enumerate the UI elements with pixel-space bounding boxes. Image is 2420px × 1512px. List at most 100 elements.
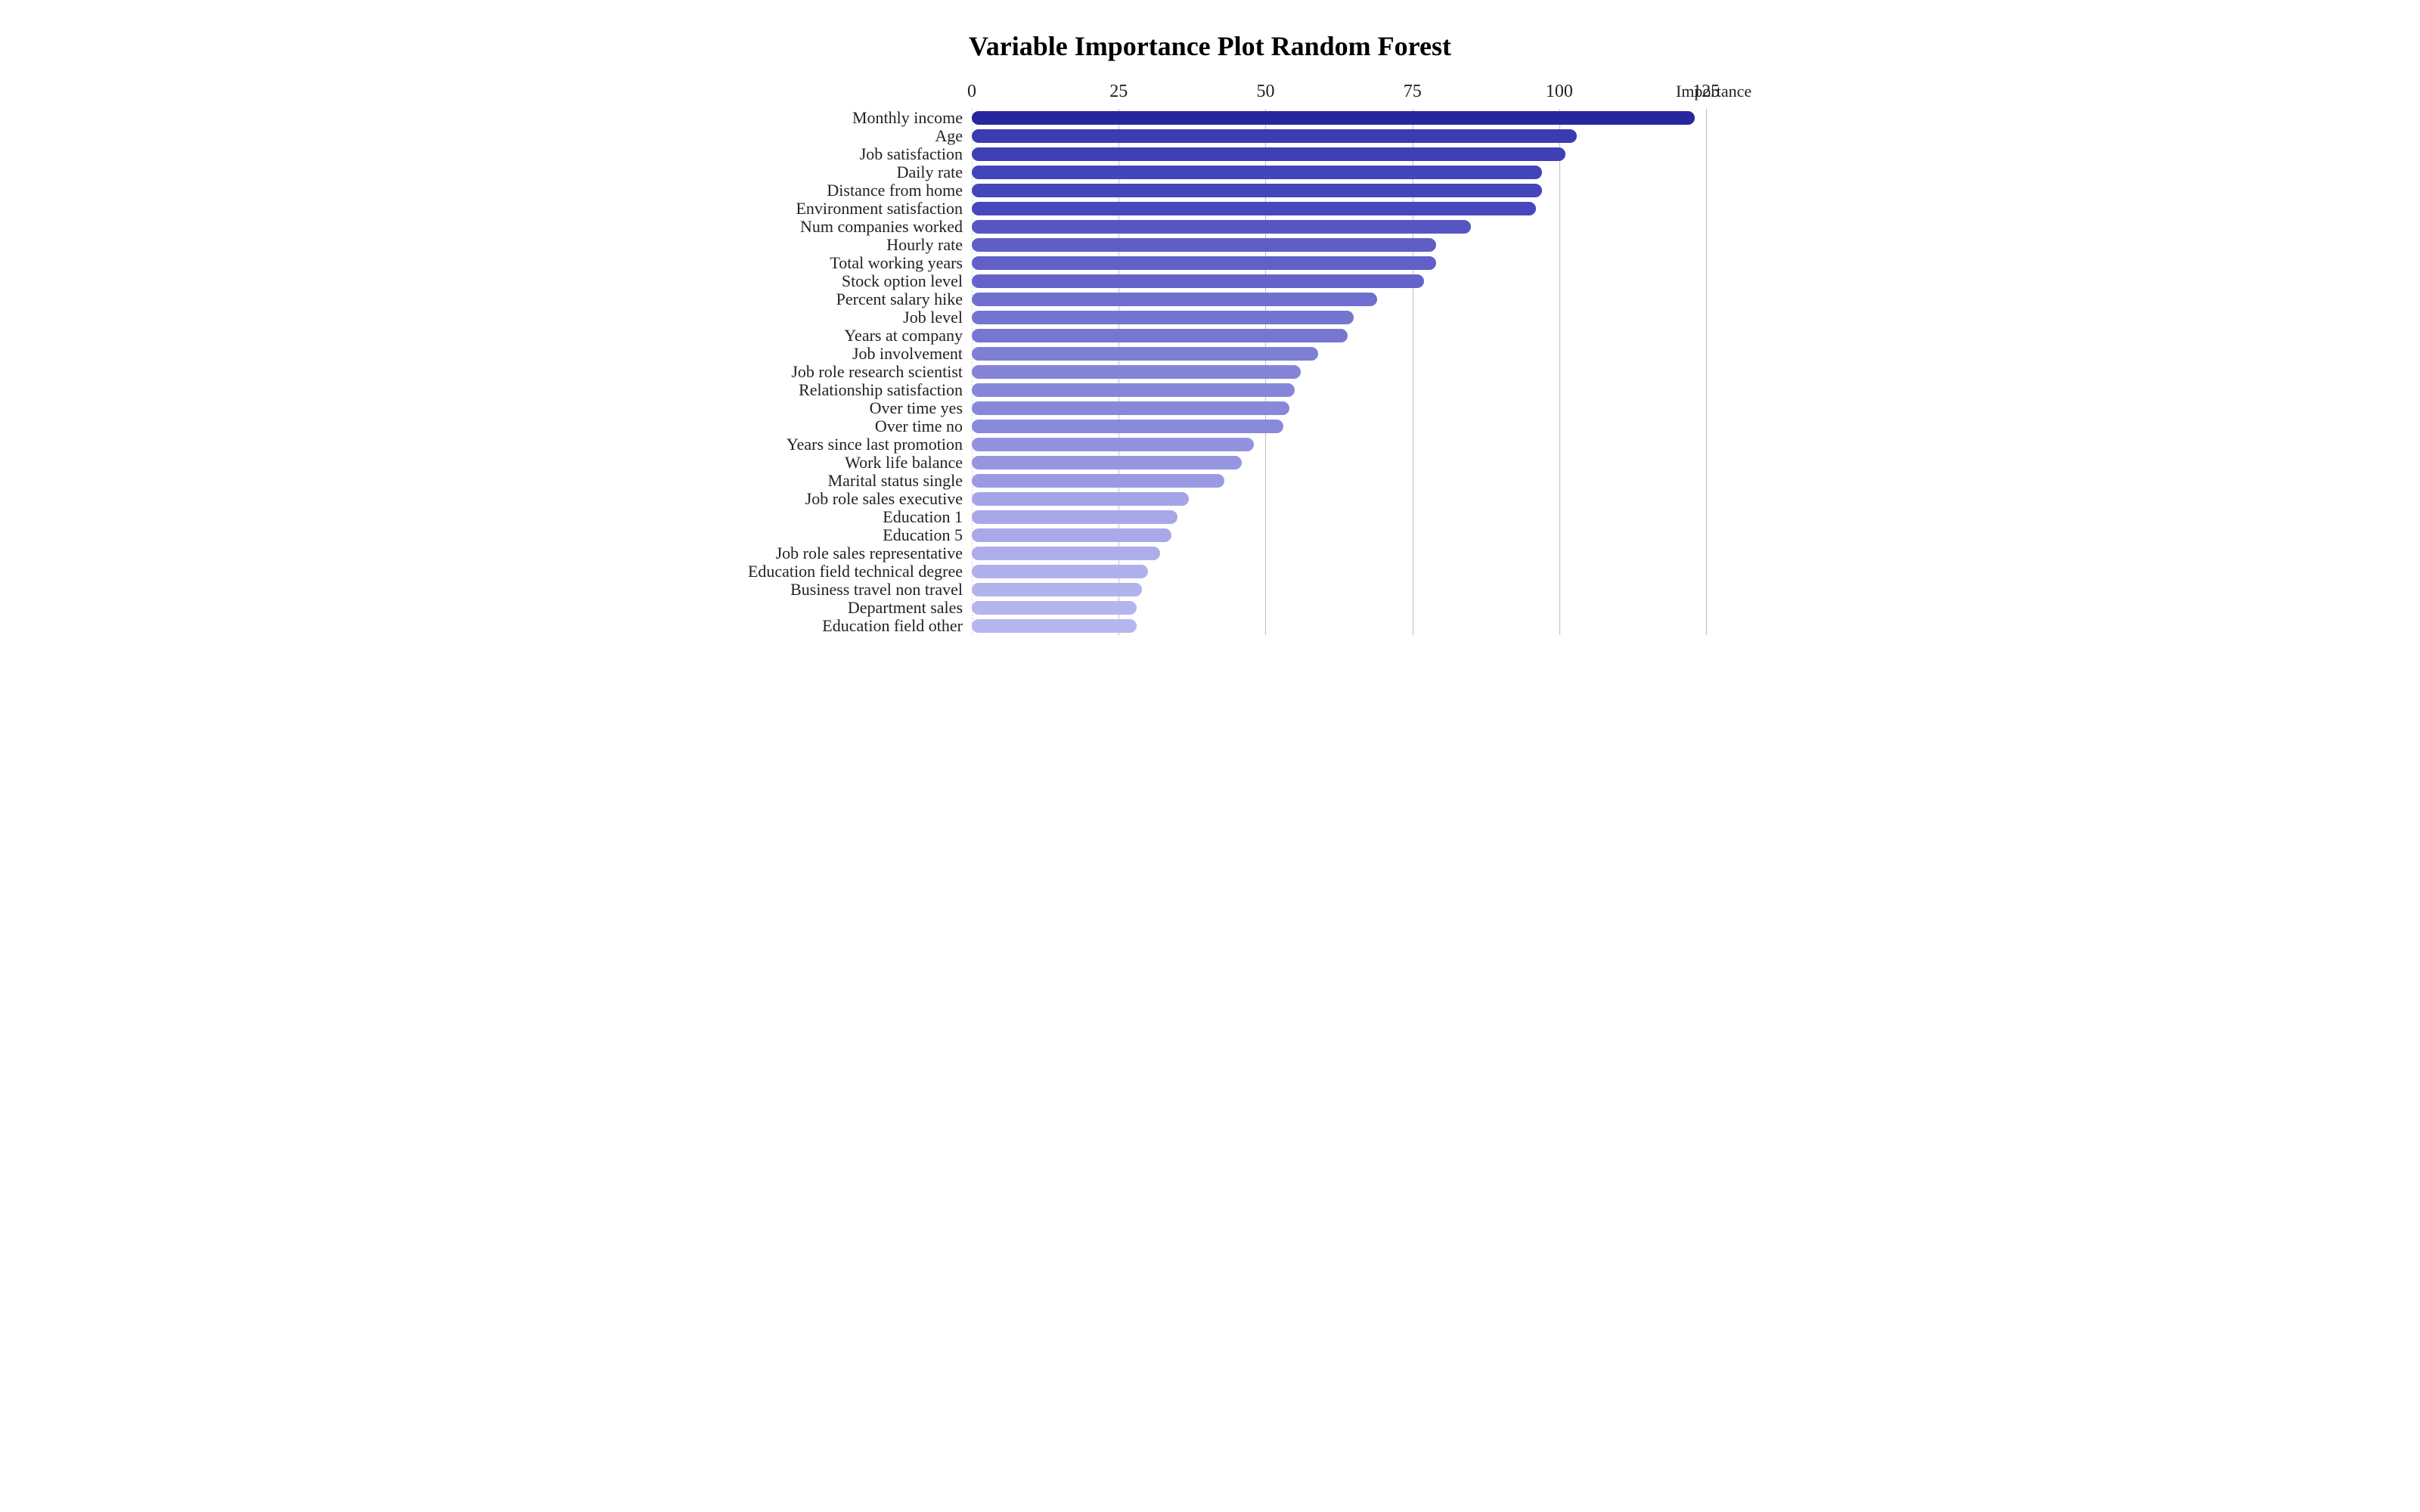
bar-track (972, 145, 1736, 163)
bar-track (972, 472, 1736, 490)
bar-label: Job role research scientist (684, 362, 972, 382)
bar-label: Hourly rate (684, 235, 972, 255)
bar-track (972, 363, 1736, 381)
bar (972, 528, 1171, 542)
bar-label: Education field technical degree (684, 562, 972, 581)
bar-track (972, 562, 1736, 581)
bar-label: Environment satisfaction (684, 199, 972, 218)
bar (972, 565, 1148, 578)
bar-row: Monthly income (684, 109, 1736, 127)
bar-row: Marital status single (684, 472, 1736, 490)
bar-row: Percent salary hike (684, 290, 1736, 308)
x-tick-label: 100 (1546, 82, 1573, 102)
bar (972, 492, 1189, 506)
bar-row: Distance from home (684, 181, 1736, 200)
bar (972, 311, 1354, 324)
bar (972, 347, 1318, 361)
bar-label: Total working years (684, 253, 972, 273)
x-axis: 0255075100125 (972, 82, 1736, 109)
bar (972, 583, 1142, 596)
bar-track (972, 127, 1736, 145)
bar-track (972, 490, 1736, 508)
bar-label: Education 1 (684, 507, 972, 527)
bar-track (972, 599, 1736, 617)
bar (972, 456, 1242, 469)
bar-track (972, 617, 1736, 635)
bar-label: Stock option level (684, 271, 972, 291)
bar-track (972, 272, 1736, 290)
bar-label: Over time no (684, 417, 972, 436)
bar-track (972, 508, 1736, 526)
bar-track (972, 218, 1736, 236)
bar-track (972, 581, 1736, 599)
bar-track (972, 163, 1736, 181)
bar-label: Num companies worked (684, 217, 972, 237)
bar-track (972, 526, 1736, 544)
bar-track (972, 435, 1736, 454)
bar-row: Stock option level (684, 272, 1736, 290)
x-tick-label: 25 (1109, 82, 1128, 102)
bar-track (972, 254, 1736, 272)
bar-label: Distance from home (684, 181, 972, 200)
chart-container: Variable Importance Plot Random Forest I… (650, 0, 1770, 680)
bar-track (972, 399, 1736, 417)
x-axis-tick-labels: 0255075100125 (972, 82, 1736, 109)
bar (972, 220, 1471, 234)
bar-label: Department sales (684, 598, 972, 618)
bar-label: Years since last promotion (684, 435, 972, 454)
bar (972, 184, 1542, 197)
bar (972, 238, 1436, 252)
bar-label: Education 5 (684, 525, 972, 545)
bar-label: Job involvement (684, 344, 972, 364)
bar-track (972, 454, 1736, 472)
bar (972, 166, 1542, 179)
bar-track (972, 345, 1736, 363)
bar-track (972, 109, 1736, 127)
bar-row: Business travel non travel (684, 581, 1736, 599)
bar (972, 383, 1295, 397)
bar-label: Job role sales representative (684, 544, 972, 563)
bar-row: Job satisfaction (684, 145, 1736, 163)
bar (972, 547, 1160, 560)
bar (972, 438, 1254, 451)
bar-row: Work life balance (684, 454, 1736, 472)
bar-row: Daily rate (684, 163, 1736, 181)
bar (972, 147, 1565, 161)
bar-track (972, 381, 1736, 399)
bar-row: Relationship satisfaction (684, 381, 1736, 399)
bar-row: Over time no (684, 417, 1736, 435)
bar-label: Job satisfaction (684, 144, 972, 164)
bar-row: Education field technical degree (684, 562, 1736, 581)
x-tick-label: 125 (1692, 82, 1720, 102)
bar (972, 256, 1436, 270)
bar (972, 619, 1137, 633)
bar (972, 510, 1177, 524)
bar-row: Over time yes (684, 399, 1736, 417)
chart-title: Variable Importance Plot Random Forest (681, 30, 1739, 62)
bar-track (972, 200, 1736, 218)
bar-row: Education 1 (684, 508, 1736, 526)
bar-label: Job role sales executive (684, 489, 972, 509)
bar-row: Education 5 (684, 526, 1736, 544)
bar-row: Job role research scientist (684, 363, 1736, 381)
bar-label: Marital status single (684, 471, 972, 491)
plot-area: Importance 0255075100125 Monthly incomeA… (684, 82, 1736, 635)
bar-label: Work life balance (684, 453, 972, 472)
x-tick-label: 0 (967, 82, 976, 102)
bar-label: Age (684, 126, 972, 146)
bar (972, 365, 1301, 379)
bar-track (972, 327, 1736, 345)
bar-row: Hourly rate (684, 236, 1736, 254)
bar-row: Job involvement (684, 345, 1736, 363)
bar-row: Job level (684, 308, 1736, 327)
bar (972, 129, 1577, 143)
bar-label: Percent salary hike (684, 290, 972, 309)
bar-track (972, 181, 1736, 200)
bar-row: Num companies worked (684, 218, 1736, 236)
bars-group: Monthly incomeAgeJob satisfactionDaily r… (684, 109, 1736, 635)
bar-label: Over time yes (684, 398, 972, 418)
bar-row: Years since last promotion (684, 435, 1736, 454)
bar-row: Environment satisfaction (684, 200, 1736, 218)
bar-track (972, 417, 1736, 435)
bar (972, 274, 1424, 288)
